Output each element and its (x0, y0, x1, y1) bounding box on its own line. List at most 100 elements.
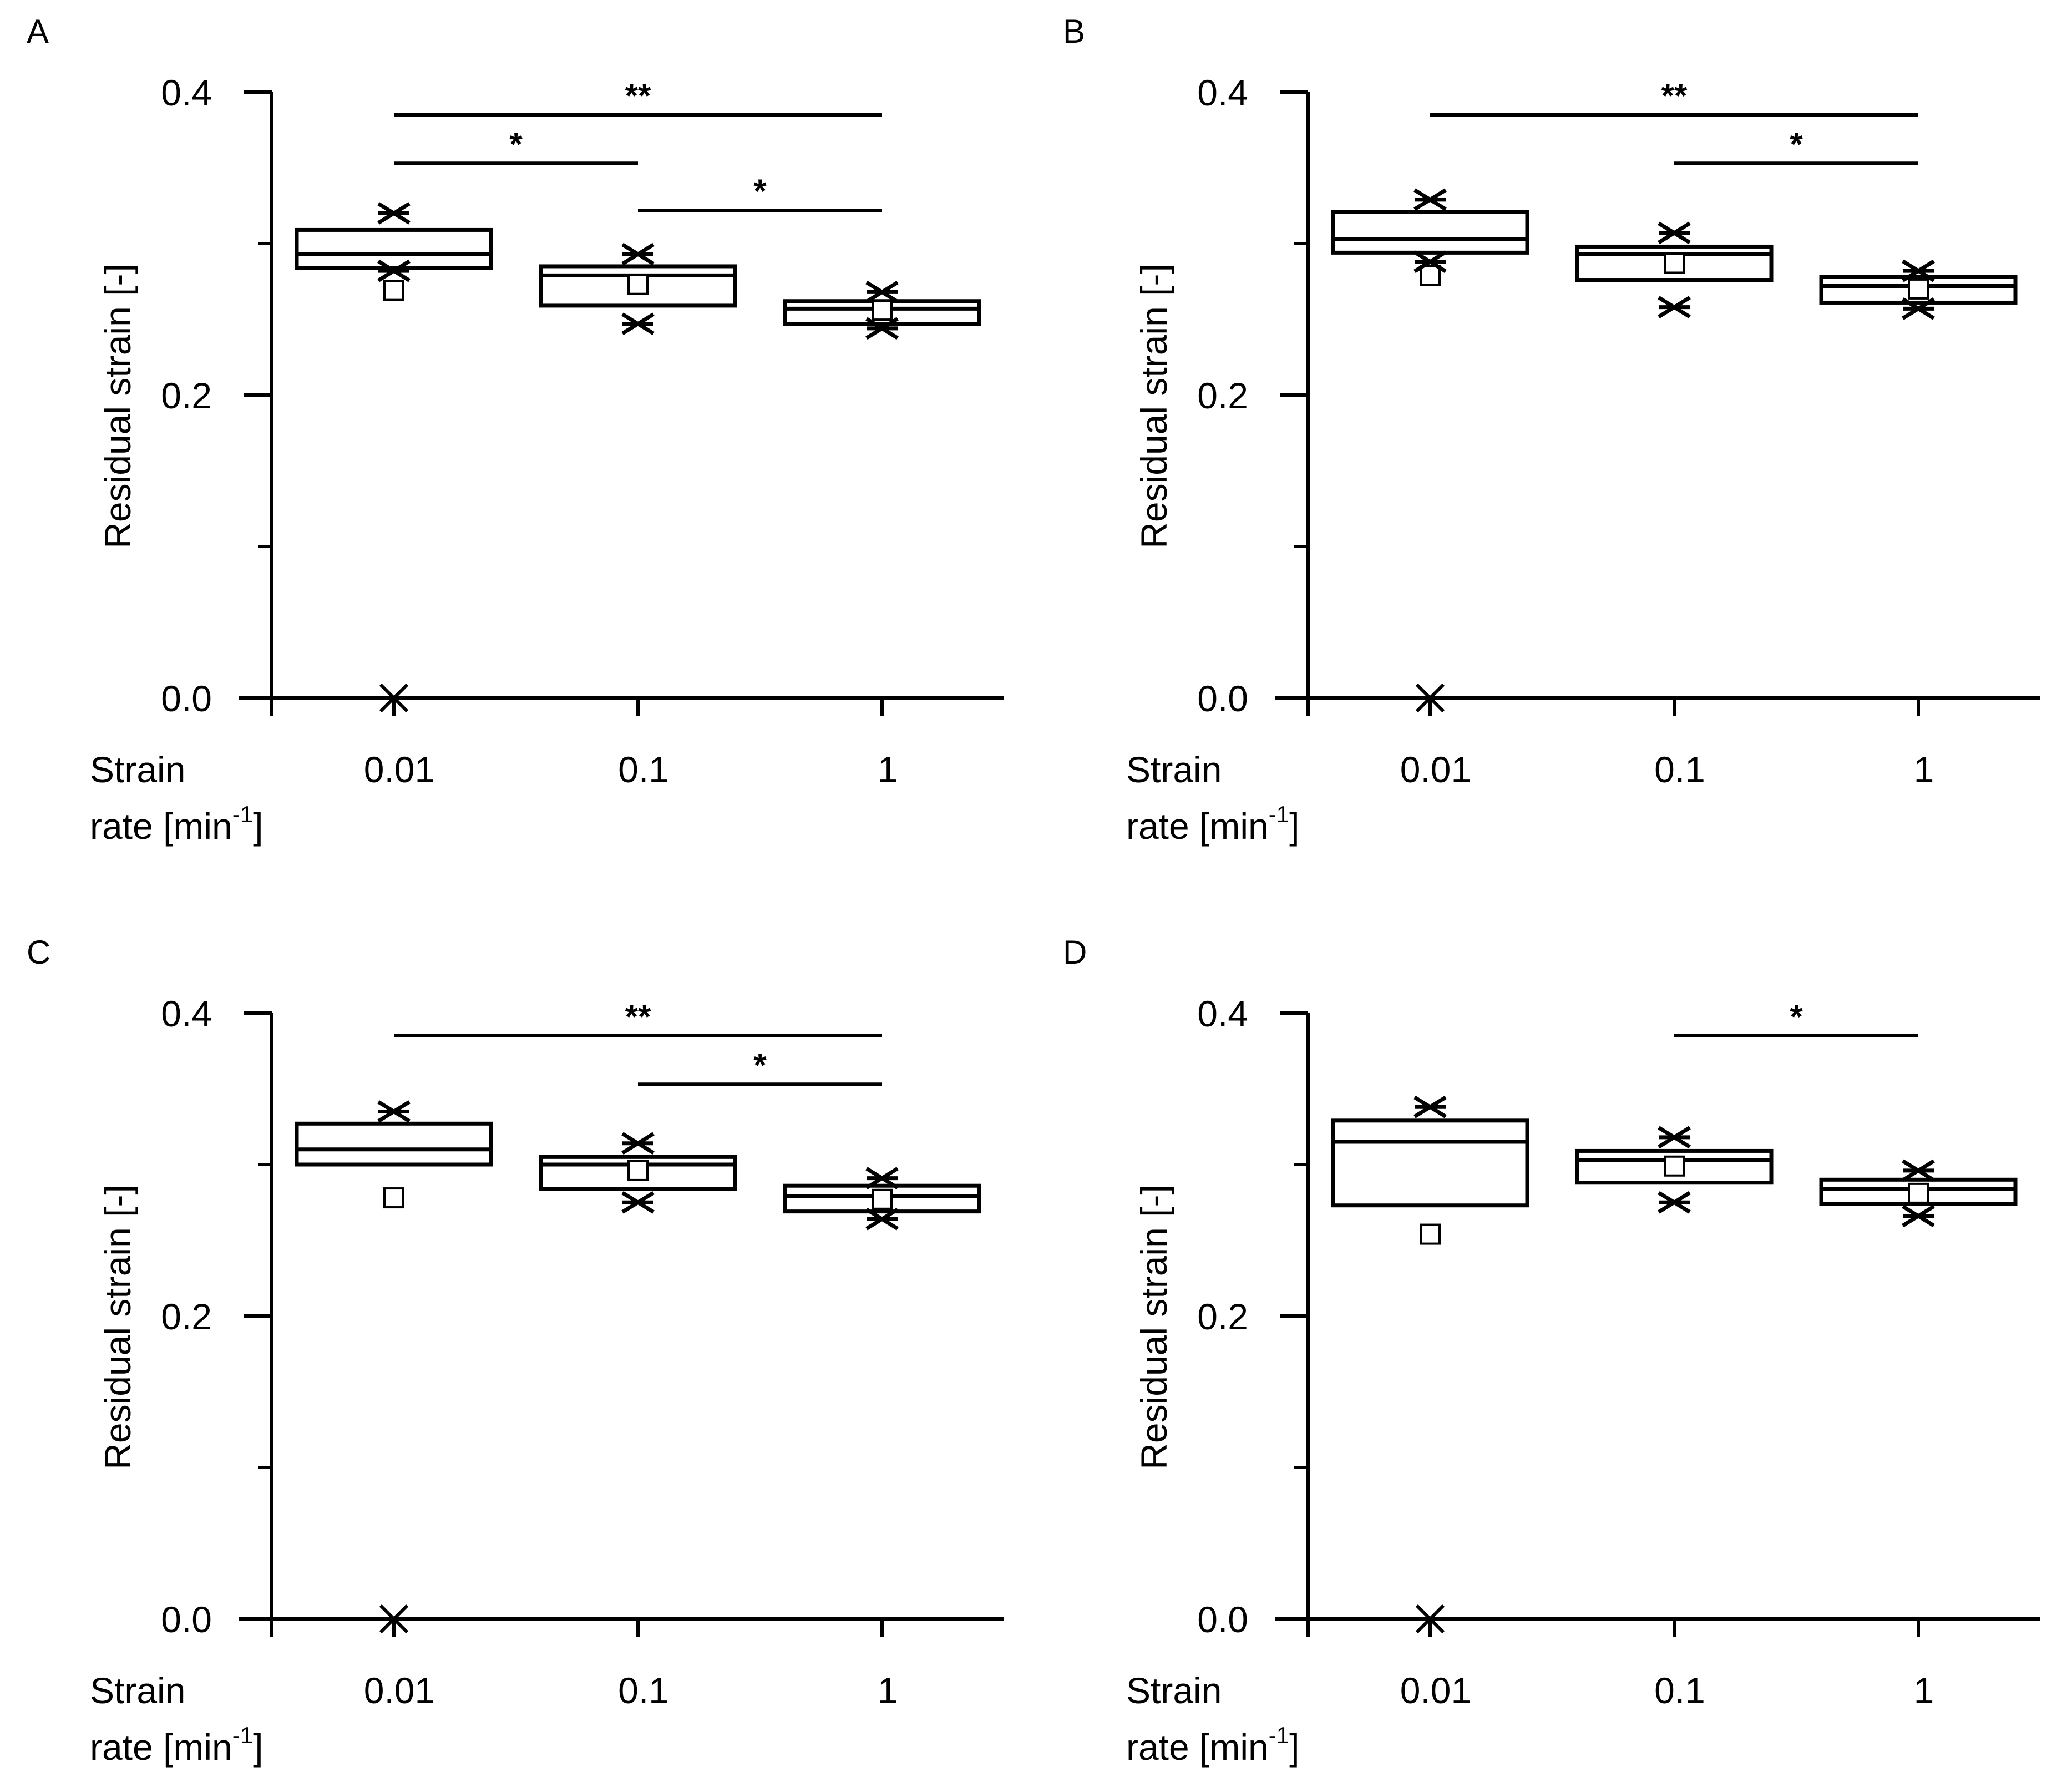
extreme-marker-asterisk (1413, 1095, 1447, 1118)
y-tick-label: 0.2 (161, 375, 212, 416)
extreme-marker-asterisk (1902, 259, 1935, 282)
extreme-marker-asterisk (1658, 1191, 1691, 1214)
x-axis-caption-sup: -1 (1269, 1722, 1289, 1748)
x-axis-caption-line1: Strain (1126, 749, 1222, 790)
extreme-marker-asterisk (1902, 297, 1935, 320)
y-tick-label: 0.2 (1197, 375, 1248, 416)
box-iqr (1331, 1118, 1529, 1208)
y-tick-label: 0.0 (161, 1599, 212, 1640)
panel-letter: B (1063, 13, 1085, 50)
x-axis-caption-prefix: rate [min (90, 806, 232, 847)
y-tick-label: 0.2 (161, 1296, 212, 1337)
box-iqr (783, 1183, 981, 1214)
x-tick-label: 0.01 (1400, 749, 1471, 790)
x-axis-caption-sup: -1 (232, 801, 253, 827)
extreme-marker-cross-stroke (1415, 1604, 1445, 1634)
box-1 (1819, 259, 2018, 320)
y-tick-label: 0.4 (161, 993, 212, 1034)
extreme-marker-asterisk (1658, 1126, 1691, 1149)
extreme-marker-asterisk (377, 202, 411, 225)
x-axis-caption-suffix: ] (253, 806, 263, 847)
y-tick-label: 0.4 (161, 72, 212, 113)
box-iqr (295, 227, 493, 270)
box-iqr (1331, 210, 1529, 255)
chart-panel-a: A 0.0 0.2 0.4 Residual strain [-] 0.01 0.1 1 Str… (27, 13, 1004, 847)
x-axis-caption-sup: -1 (232, 1722, 253, 1748)
y-axis-title: Residual strain [-] (1133, 264, 1174, 549)
x-tick-label: 1 (878, 749, 898, 790)
box-iqr (539, 264, 737, 308)
mean-marker (383, 1187, 404, 1209)
mean-marker (627, 274, 649, 295)
mean-marker (1908, 278, 1929, 300)
y-axis-title: Residual strain [-] (97, 264, 138, 549)
extreme-marker-asterisk (377, 1100, 411, 1123)
box-iqr (1575, 244, 1774, 282)
y-tick-label: 0.0 (1197, 1599, 1248, 1640)
x-axis-caption-prefix: rate [min (1126, 806, 1269, 847)
panel-letter: C (27, 934, 50, 971)
x-tick-label: 0.01 (364, 1670, 435, 1711)
extreme-marker-asterisk (621, 242, 655, 266)
significance-label: ** (625, 77, 651, 114)
y-tick-label: 0.2 (1197, 1296, 1248, 1337)
extreme-marker-cross (1415, 1604, 1445, 1634)
mean-marker (872, 300, 893, 321)
y-axis-title: Residual strain [-] (1133, 1184, 1174, 1470)
extreme-marker-cross-stroke (379, 1604, 409, 1634)
panel-letter: D (1063, 934, 1087, 971)
significance-label: * (1790, 998, 1803, 1035)
extreme-marker-asterisk (865, 1167, 899, 1189)
chart-panel-c: C 0.0 0.2 0.4 Residual strain [-] 0.01 0.1 1 Str… (27, 934, 1004, 1768)
chart-panel-d: D 0.0 0.2 0.4 Residual strain [-] 0.01 0.1 1 Str… (1063, 934, 2040, 1768)
y-tick-label: 0.4 (1197, 993, 1248, 1034)
mean-marker (383, 280, 404, 301)
extreme-marker-asterisk (1902, 1204, 1935, 1228)
x-axis-caption-sup: -1 (1269, 801, 1289, 827)
significance-label: * (509, 125, 523, 163)
extreme-marker-asterisk (1413, 250, 1447, 274)
box-0_1 (1575, 221, 1774, 318)
extreme-marker-asterisk (1413, 188, 1447, 211)
box-0_01 (1331, 188, 1529, 713)
box-0_01 (295, 1100, 493, 1634)
x-axis-caption-line2: rate [min-1] (1126, 1722, 1299, 1768)
box-iqr (295, 1121, 493, 1167)
box-1 (1819, 1159, 2018, 1228)
significance-label: ** (625, 998, 651, 1035)
box-0_01 (295, 202, 493, 713)
x-axis-caption-line2: rate [min-1] (1126, 801, 1299, 847)
mean-marker (627, 1160, 649, 1181)
x-axis-caption-line1: Strain (1126, 1670, 1222, 1711)
x-tick-label: 0.01 (1400, 1670, 1471, 1711)
x-tick-label: 0.1 (1654, 1670, 1705, 1711)
mean-marker (872, 1188, 893, 1210)
extreme-marker-cross-stroke (1415, 683, 1445, 713)
x-tick-label: 0.1 (618, 1670, 669, 1711)
extreme-marker-asterisk (621, 312, 655, 336)
box-iqr (1819, 275, 2018, 305)
x-tick-label: 1 (1914, 1670, 1934, 1711)
box-1 (783, 281, 981, 340)
box-0_1 (539, 242, 737, 336)
significance-label: * (753, 1046, 767, 1084)
panel-letter: A (27, 13, 49, 50)
mean-marker (1908, 1182, 1929, 1204)
extreme-marker-asterisk (377, 259, 411, 282)
extreme-marker-asterisk (1658, 296, 1691, 318)
box-1 (783, 1167, 981, 1231)
extreme-marker-asterisk (865, 281, 899, 303)
box-0_01 (1331, 1095, 1529, 1634)
extreme-marker-asterisk (1658, 221, 1691, 245)
extreme-marker-asterisk (865, 1207, 899, 1231)
extreme-marker-cross-stroke (379, 683, 409, 713)
significance-label: ** (1661, 77, 1688, 114)
x-axis-caption-suffix: ] (1289, 1727, 1299, 1768)
x-tick-label: 0.1 (618, 749, 669, 790)
x-tick-label: 1 (1914, 749, 1934, 790)
mean-marker (1420, 1223, 1441, 1245)
y-tick-label: 0.4 (1197, 72, 1248, 113)
x-axis-caption-prefix: rate [min (90, 1727, 232, 1768)
x-tick-label: 0.1 (1654, 749, 1705, 790)
